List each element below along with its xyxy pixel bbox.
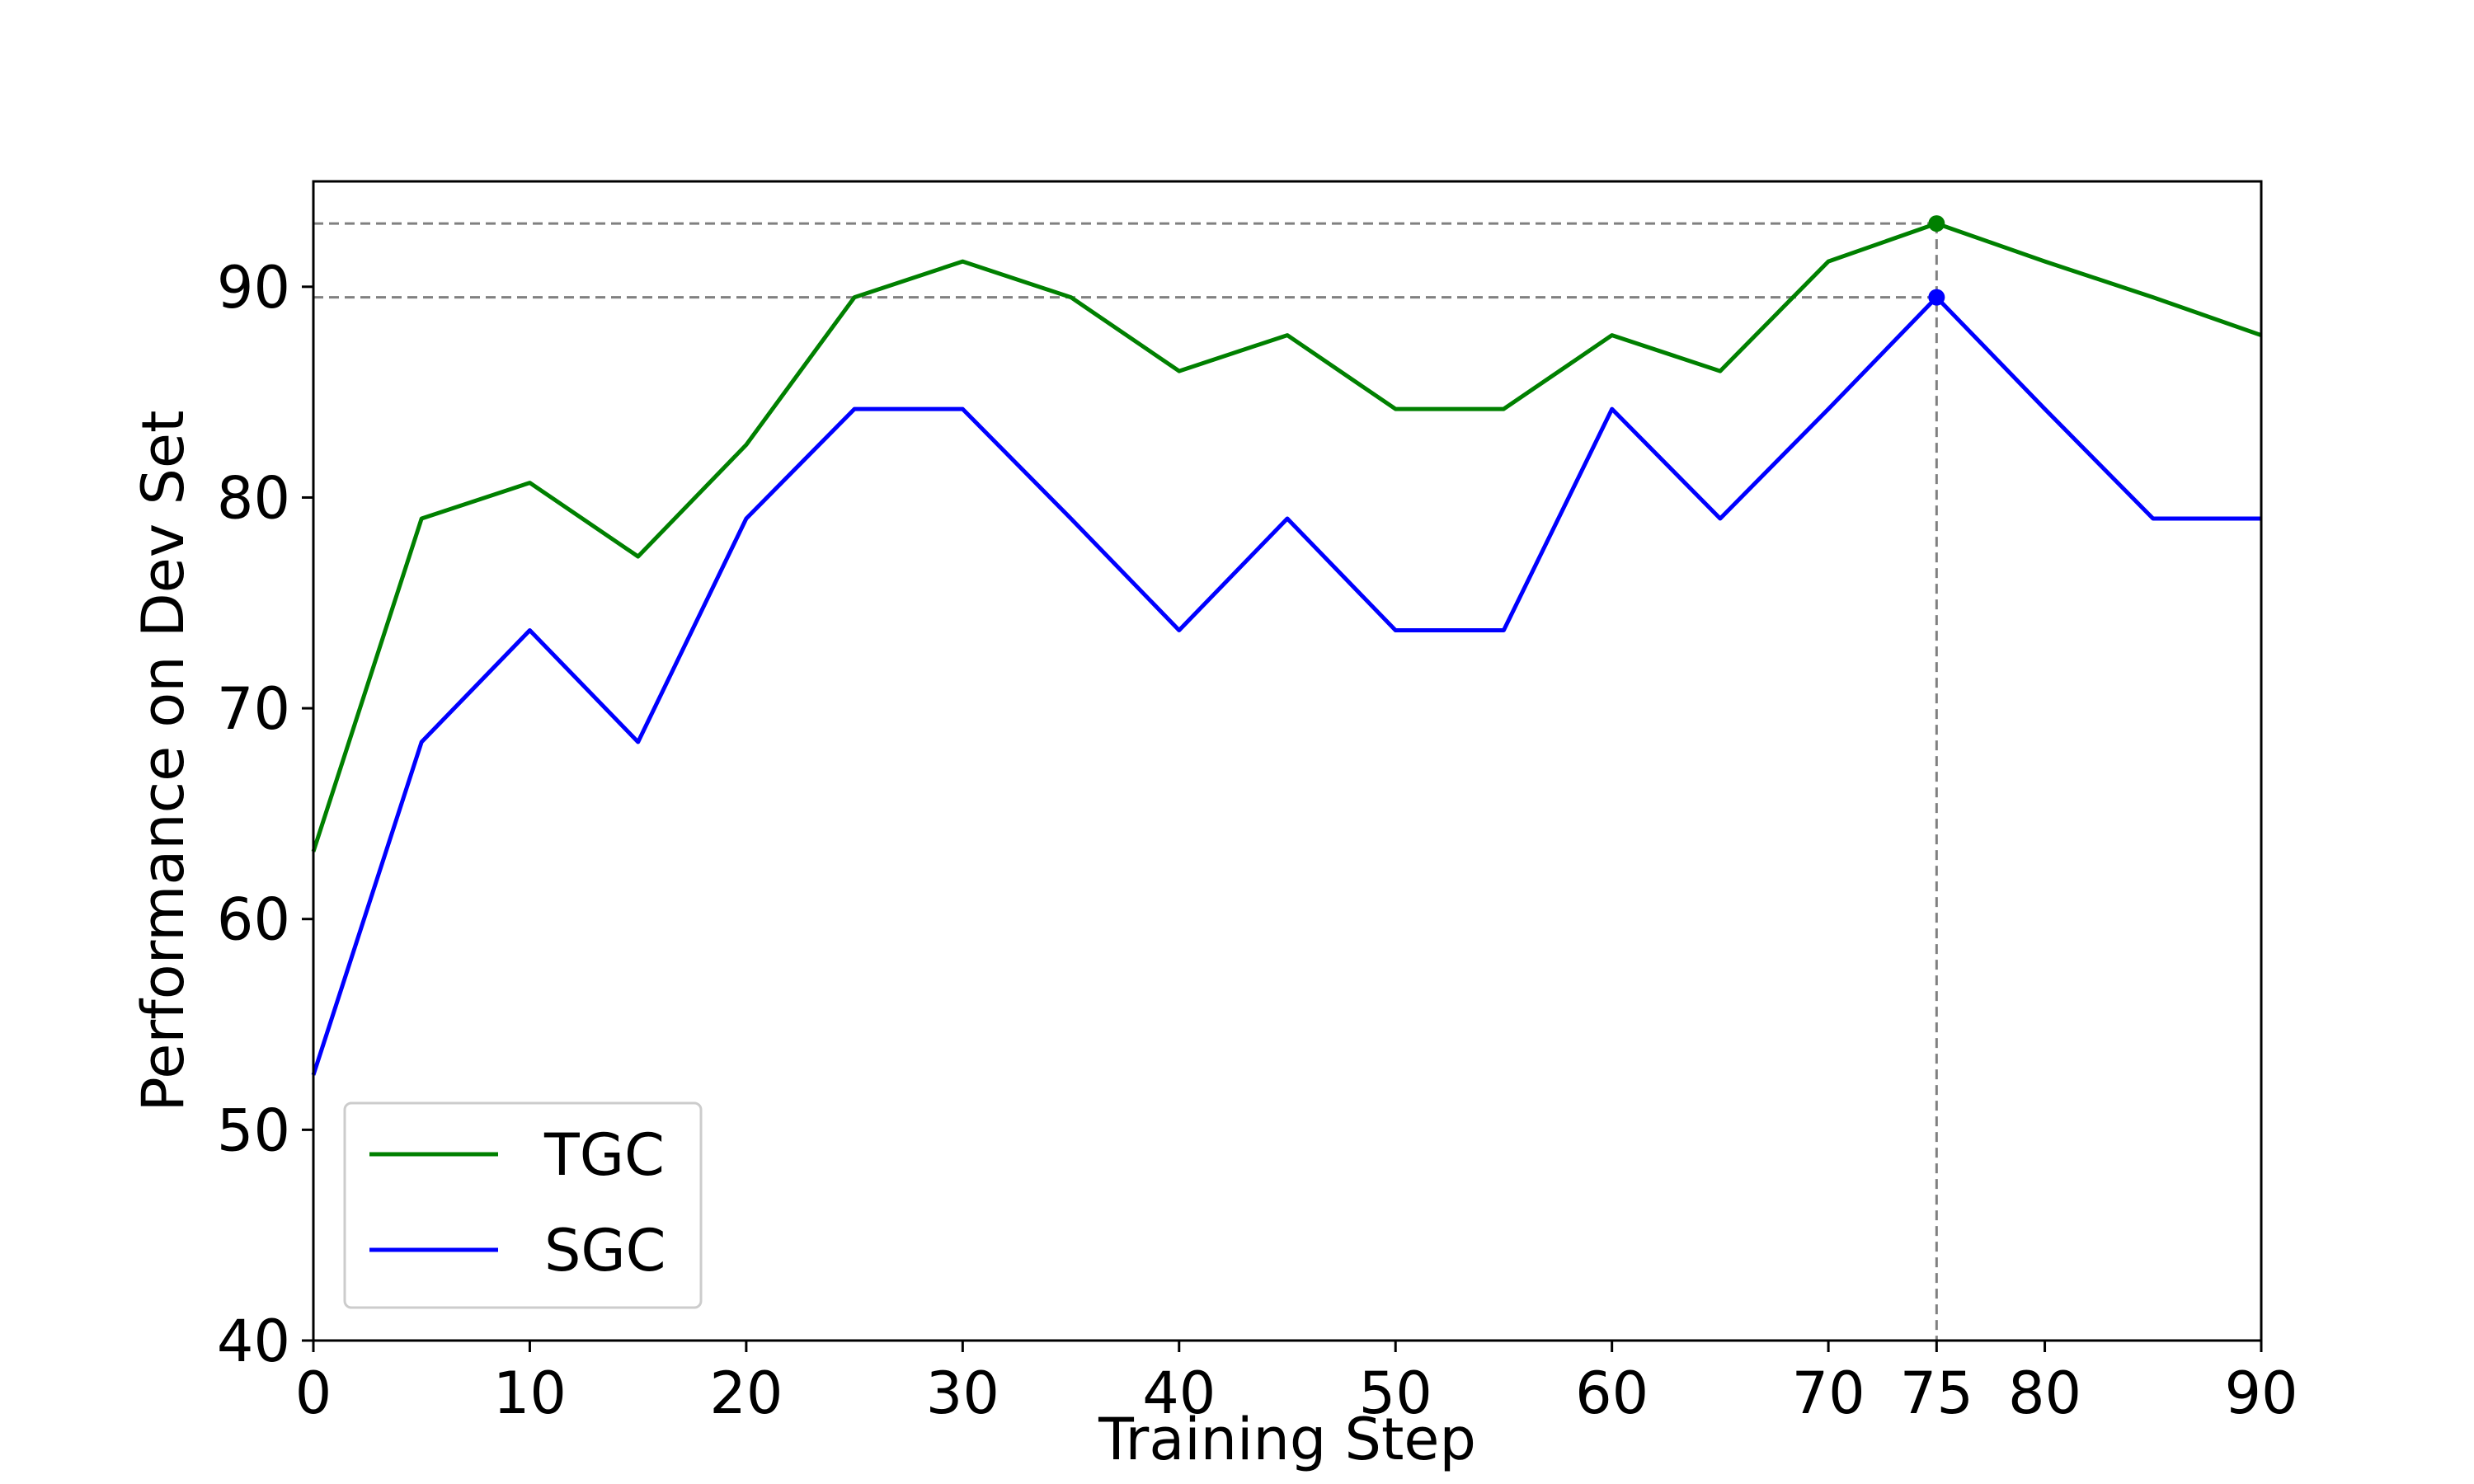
y-tick-label: 40 [217, 1308, 290, 1375]
y-axis-ticks: 40 50 60 70 80 90 [217, 254, 313, 1375]
x-tick-label: 70 [1792, 1360, 1865, 1427]
x-tick-label: 10 [493, 1360, 567, 1427]
peak-marker-tgc [1928, 215, 1945, 232]
y-tick-label: 80 [217, 464, 290, 532]
x-tick-label: 75 [1900, 1360, 1973, 1427]
legend-label-sgc: SGC [544, 1217, 666, 1284]
y-tick-label: 60 [217, 886, 290, 954]
x-tick-label: 40 [1142, 1360, 1216, 1427]
x-tick-label: 60 [1575, 1360, 1649, 1427]
legend: TGC SGC [343, 1101, 703, 1309]
x-tick-label: 20 [709, 1360, 783, 1427]
x-axis-ticks: 0 10 20 30 40 50 60 70 75 80 90 [295, 1341, 2298, 1427]
legend-label-tgc: TGC [543, 1121, 665, 1189]
plot-content [311, 215, 2262, 1341]
x-tick-label: 30 [926, 1360, 999, 1427]
x-tick-label: 0 [295, 1360, 332, 1427]
y-tick-label: 70 [217, 675, 290, 743]
y-tick-label: 50 [217, 1097, 290, 1164]
x-axis-title: Training Step [1098, 1406, 1476, 1473]
x-tick-label: 90 [2224, 1360, 2298, 1427]
x-tick-label: 50 [1359, 1360, 1432, 1427]
peak-marker-sgc [1928, 289, 1945, 306]
plot-frame [312, 180, 2263, 1342]
y-tick-label: 90 [217, 254, 290, 322]
y-axis-title: Performance on Dev Set [129, 411, 197, 1112]
x-tick-label: 80 [2008, 1360, 2081, 1427]
